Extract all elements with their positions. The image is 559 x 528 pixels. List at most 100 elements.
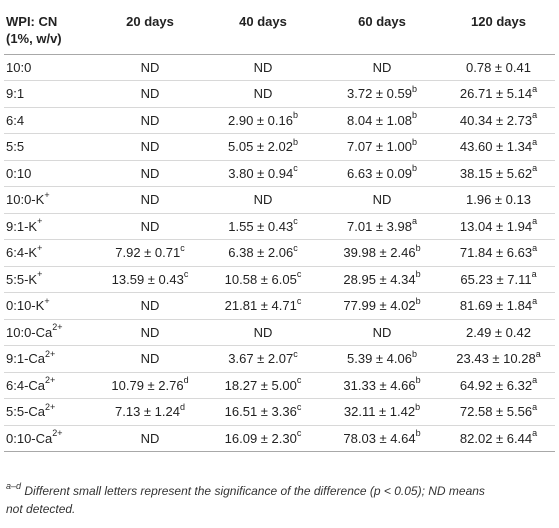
sample-text: 6:4 — [6, 112, 25, 128]
significance-letter: a — [532, 216, 538, 227]
cell-value: 7.92 ± 0.71 — [115, 245, 181, 261]
significance-letter: d — [179, 401, 185, 412]
table-row: 9:1 ND ND 3.72 ± 0.59b 26.71 ± 5.14a — [4, 80, 555, 108]
value-cell: ND — [322, 187, 442, 214]
significance-letter: b — [411, 136, 417, 147]
significance-letter: a — [532, 428, 538, 439]
sample-label: 10:0-Ca2+ — [4, 319, 96, 346]
table-row: 10:0-K+ ND ND ND 1.96 ± 0.13 — [4, 186, 555, 214]
cell-value: 6.38 ± 2.06 — [228, 245, 294, 261]
sample-label: 5:5-Ca2+ — [4, 399, 96, 426]
cell-value: ND — [140, 324, 160, 340]
sample-text: 0:10 — [6, 165, 32, 181]
significance-letter: d — [183, 375, 189, 386]
header-text: 20 days — [126, 14, 174, 29]
cell-value: 10.79 ± 2.76 — [111, 377, 184, 393]
value-cell: 7.07 ± 1.00b — [322, 134, 442, 161]
ion-charge: 2+ — [52, 322, 63, 333]
significance-letter: a — [532, 83, 538, 94]
table-row: 6:4-Ca2+ 10.79 ± 2.76d 18.27 ± 5.00c 31.33 … — [4, 372, 555, 399]
value-cell: 6.63 ± 0.09b — [322, 160, 442, 187]
header-day-4: 120 days — [442, 4, 555, 54]
cell-value: ND — [140, 59, 160, 75]
cell-value: 3.80 ± 0.94 — [228, 165, 294, 181]
value-cell: 1.96 ± 0.13 — [442, 187, 555, 214]
header-day-2: 40 days — [204, 4, 322, 54]
value-cell: ND — [204, 187, 322, 214]
header-day-3: 60 days — [322, 4, 442, 54]
cell-value: ND — [140, 192, 160, 208]
cell-value: 6.63 ± 0.09 — [347, 165, 412, 181]
value-cell: 13.59 ± 0.43c — [96, 266, 204, 293]
cell-value: 18.27 ± 5.00 — [224, 377, 297, 393]
cell-value: 3.67 ± 2.07 — [228, 351, 294, 367]
sample-text: 9:1-K — [6, 218, 38, 234]
cell-value: 13.59 ± 0.43 — [111, 271, 184, 287]
cell-value: ND — [140, 165, 160, 181]
value-cell: ND — [204, 81, 322, 108]
value-cell: 65.23 ± 7.11a — [442, 266, 555, 293]
sample-text: 9:1 — [6, 86, 25, 102]
cell-value: ND — [140, 218, 160, 234]
sample-label: 10:0 — [4, 54, 96, 81]
value-cell: 81.69 ± 1.84a — [442, 293, 555, 320]
sample-text: 5:5 — [6, 139, 25, 155]
sample-text: 6:4-K — [6, 245, 38, 261]
value-cell: 16.09 ± 2.30c — [204, 425, 322, 452]
significance-letter: a — [532, 401, 538, 412]
sample-text: 9:1-Ca — [6, 351, 46, 367]
value-cell: 32.11 ± 1.42b — [322, 399, 442, 426]
significance-letter: c — [183, 269, 189, 280]
sample-label: 0:10 — [4, 160, 96, 187]
ion-charge: 2+ — [52, 428, 63, 439]
sample-label: 6:4-K+ — [4, 240, 96, 267]
significance-letter: c — [293, 216, 298, 227]
cell-value: 1.55 ± 0.43 — [228, 218, 294, 234]
sample-text: 10:0 — [6, 59, 32, 75]
value-cell: 3.80 ± 0.94c — [204, 160, 322, 187]
sample-label: 6:4-Ca2+ — [4, 372, 96, 399]
cell-value: ND — [140, 139, 160, 155]
cell-value: 13.04 ± 1.94 — [459, 218, 533, 234]
value-cell: 16.51 ± 3.36c — [204, 399, 322, 426]
significance-letter: c — [296, 295, 302, 306]
value-cell: 13.04 ± 1.94a — [442, 213, 555, 240]
sample-label: 9:1 — [4, 81, 96, 108]
cell-value: 40.34 ± 2.73 — [459, 112, 533, 128]
significance-letter: b — [411, 348, 417, 359]
value-cell: 3.72 ± 0.59b — [322, 81, 442, 108]
footnote-marker: a–d — [6, 481, 22, 491]
cell-value: 16.51 ± 3.36 — [224, 404, 297, 420]
value-cell: 0.78 ± 0.41 — [442, 54, 555, 81]
value-cell: ND — [96, 134, 204, 161]
value-cell: 26.71 ± 5.14a — [442, 81, 555, 108]
cell-value: 5.05 ± 2.02 — [228, 139, 293, 155]
cell-value: 26.71 ± 5.14 — [459, 86, 533, 102]
cell-value: 16.09 ± 2.30 — [224, 430, 297, 446]
value-cell: 5.39 ± 4.06b — [322, 346, 442, 373]
cell-value: ND — [140, 298, 160, 314]
value-cell: ND — [322, 54, 442, 81]
significance-letter: a — [532, 163, 538, 174]
sample-text: 0:10-Ca — [6, 430, 53, 446]
cell-value: 2.49 ± 0.42 — [466, 324, 531, 340]
cell-value: 38.15 ± 5.62 — [459, 165, 533, 181]
value-cell: 40.34 ± 2.73a — [442, 107, 555, 134]
significance-letter: b — [415, 295, 421, 306]
value-cell: 23.43 ± 10.28a — [442, 346, 555, 373]
table-row: 5:5 ND 5.05 ± 2.02b 7.07 ± 1.00b 43.60 ± 1.3… — [4, 133, 555, 161]
cell-value: 81.69 ± 1.84 — [459, 298, 533, 314]
table-row: 10:0-Ca2+ ND ND ND 2.49 ± 0.42 — [4, 319, 555, 346]
cell-value: 32.11 ± 1.42 — [343, 404, 416, 420]
value-cell: 39.98 ± 2.46b — [322, 240, 442, 267]
sample-label: 5:5 — [4, 134, 96, 161]
value-cell: ND — [96, 54, 204, 81]
ion-charge: + — [37, 269, 43, 280]
table-row: 5:5-K+ 13.59 ± 0.43c 10.58 ± 6.05c 28.95 ± … — [4, 266, 555, 293]
cell-value: 28.95 ± 4.34 — [343, 271, 416, 287]
sample-text: 5:5-K — [6, 271, 38, 287]
footnote-text-line2: not detected. — [6, 502, 76, 516]
value-cell: 3.67 ± 2.07c — [204, 346, 322, 373]
significance-letter: c — [296, 269, 302, 280]
value-cell: ND — [204, 54, 322, 81]
